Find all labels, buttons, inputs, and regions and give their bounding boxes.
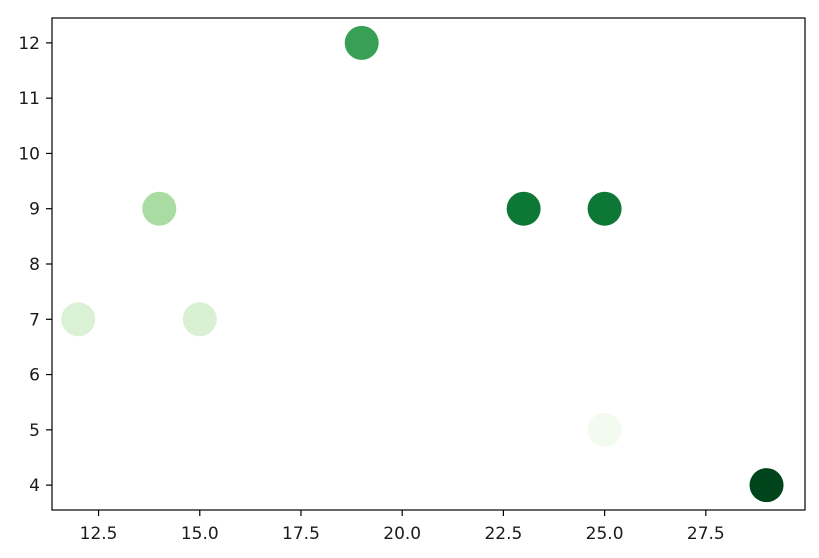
x-tick-label: 17.5 <box>282 524 320 544</box>
y-tick-label: 7 <box>29 310 40 330</box>
x-tick-label: 20.0 <box>383 524 421 544</box>
x-tick-label: 12.5 <box>80 524 118 544</box>
scatter-point <box>587 191 622 226</box>
scatter-point <box>182 302 217 337</box>
y-tick-label: 11 <box>18 89 40 109</box>
points-layer <box>61 25 784 503</box>
scatter-point <box>506 191 541 226</box>
x-tick-label: 22.5 <box>484 524 522 544</box>
y-tick-label: 8 <box>29 255 40 275</box>
y-tick-label: 12 <box>18 34 40 54</box>
scatter-point <box>587 412 622 447</box>
x-tick-label: 25.0 <box>586 524 624 544</box>
plot-frame <box>51 17 806 511</box>
scatter-point <box>344 25 379 60</box>
y-tick-label: 4 <box>29 476 40 496</box>
y-tick-label: 10 <box>18 144 40 164</box>
x-tick-label: 27.5 <box>687 524 725 544</box>
x-tick-label: 15.0 <box>181 524 219 544</box>
scatter-point <box>61 302 96 337</box>
y-axis: 4 5 6 7 8 9 10 11 12 <box>18 34 52 496</box>
scatter-point <box>749 468 784 503</box>
scatter-point <box>142 191 177 226</box>
x-axis: 12.5 15.0 17.5 20.0 22.5 25.0 27.5 <box>80 510 725 544</box>
y-tick-label: 5 <box>29 421 40 441</box>
y-tick-label: 6 <box>29 366 40 386</box>
y-tick-label: 9 <box>29 200 40 220</box>
